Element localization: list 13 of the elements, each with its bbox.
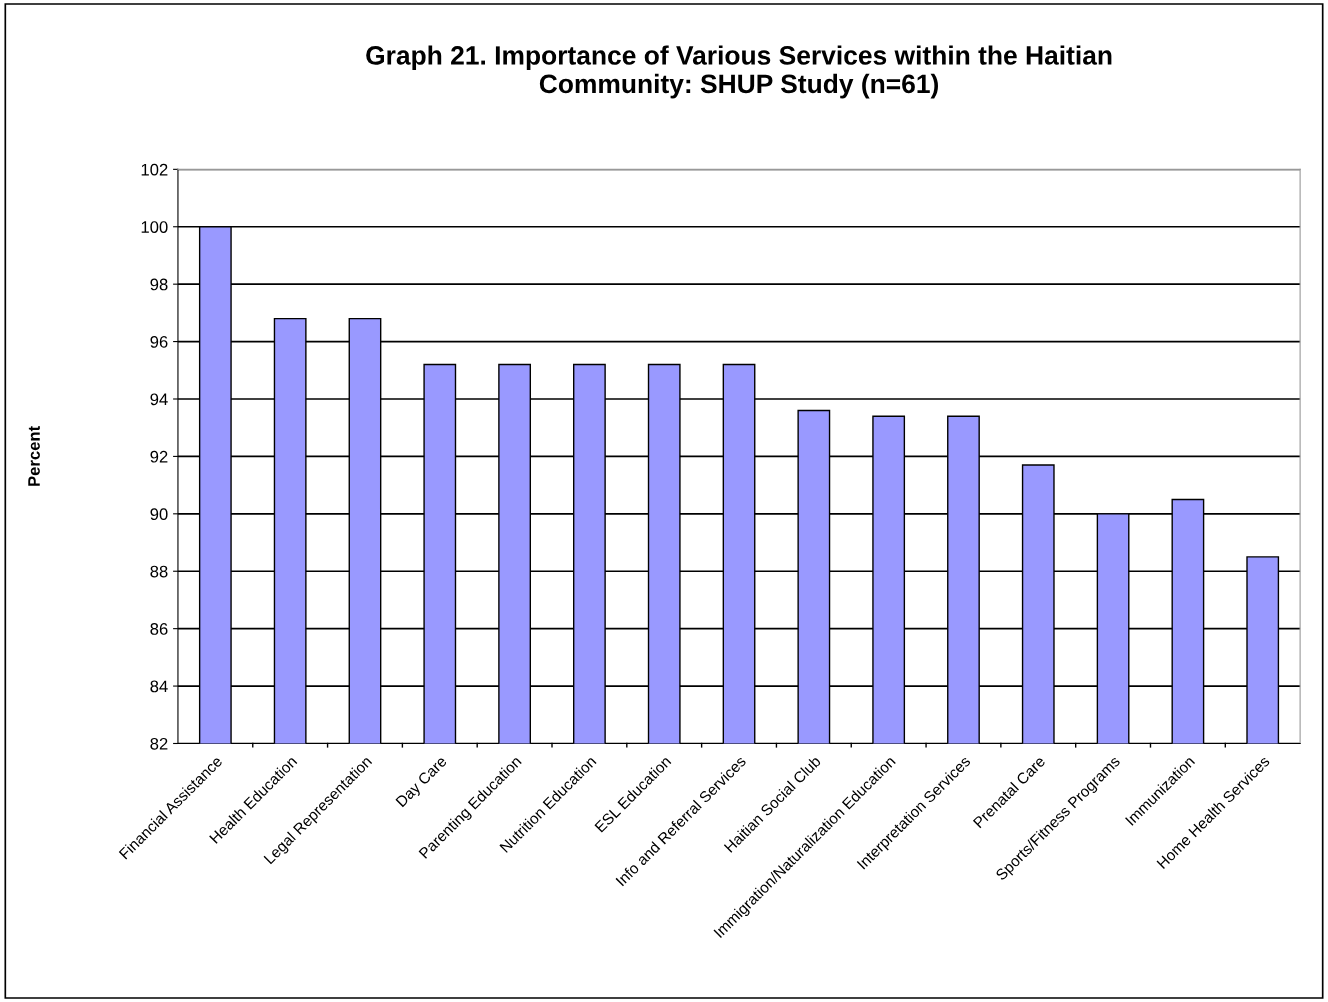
y-tick-label: 102 — [141, 163, 168, 176]
y-axis-title: Percent — [28, 426, 40, 486]
y-tick-label: 90 — [150, 508, 168, 521]
y-tick-label: 86 — [150, 623, 168, 635]
y-tick-label: 96 — [150, 335, 168, 348]
y-tick-label: 98 — [150, 278, 168, 291]
y-tick-label: 100 — [141, 221, 168, 233]
y-tick-label: 88 — [150, 565, 168, 578]
y-tick-label: 92 — [150, 450, 168, 463]
y-tick-label: 84 — [150, 680, 168, 693]
y-tick-label: 94 — [150, 393, 168, 406]
chart-title: Graph 21. Importance of Various Services within the Haitian Community: SHUP Study (n=61) — [366, 45, 1112, 99]
y-tick-label: 82 — [150, 737, 168, 750]
